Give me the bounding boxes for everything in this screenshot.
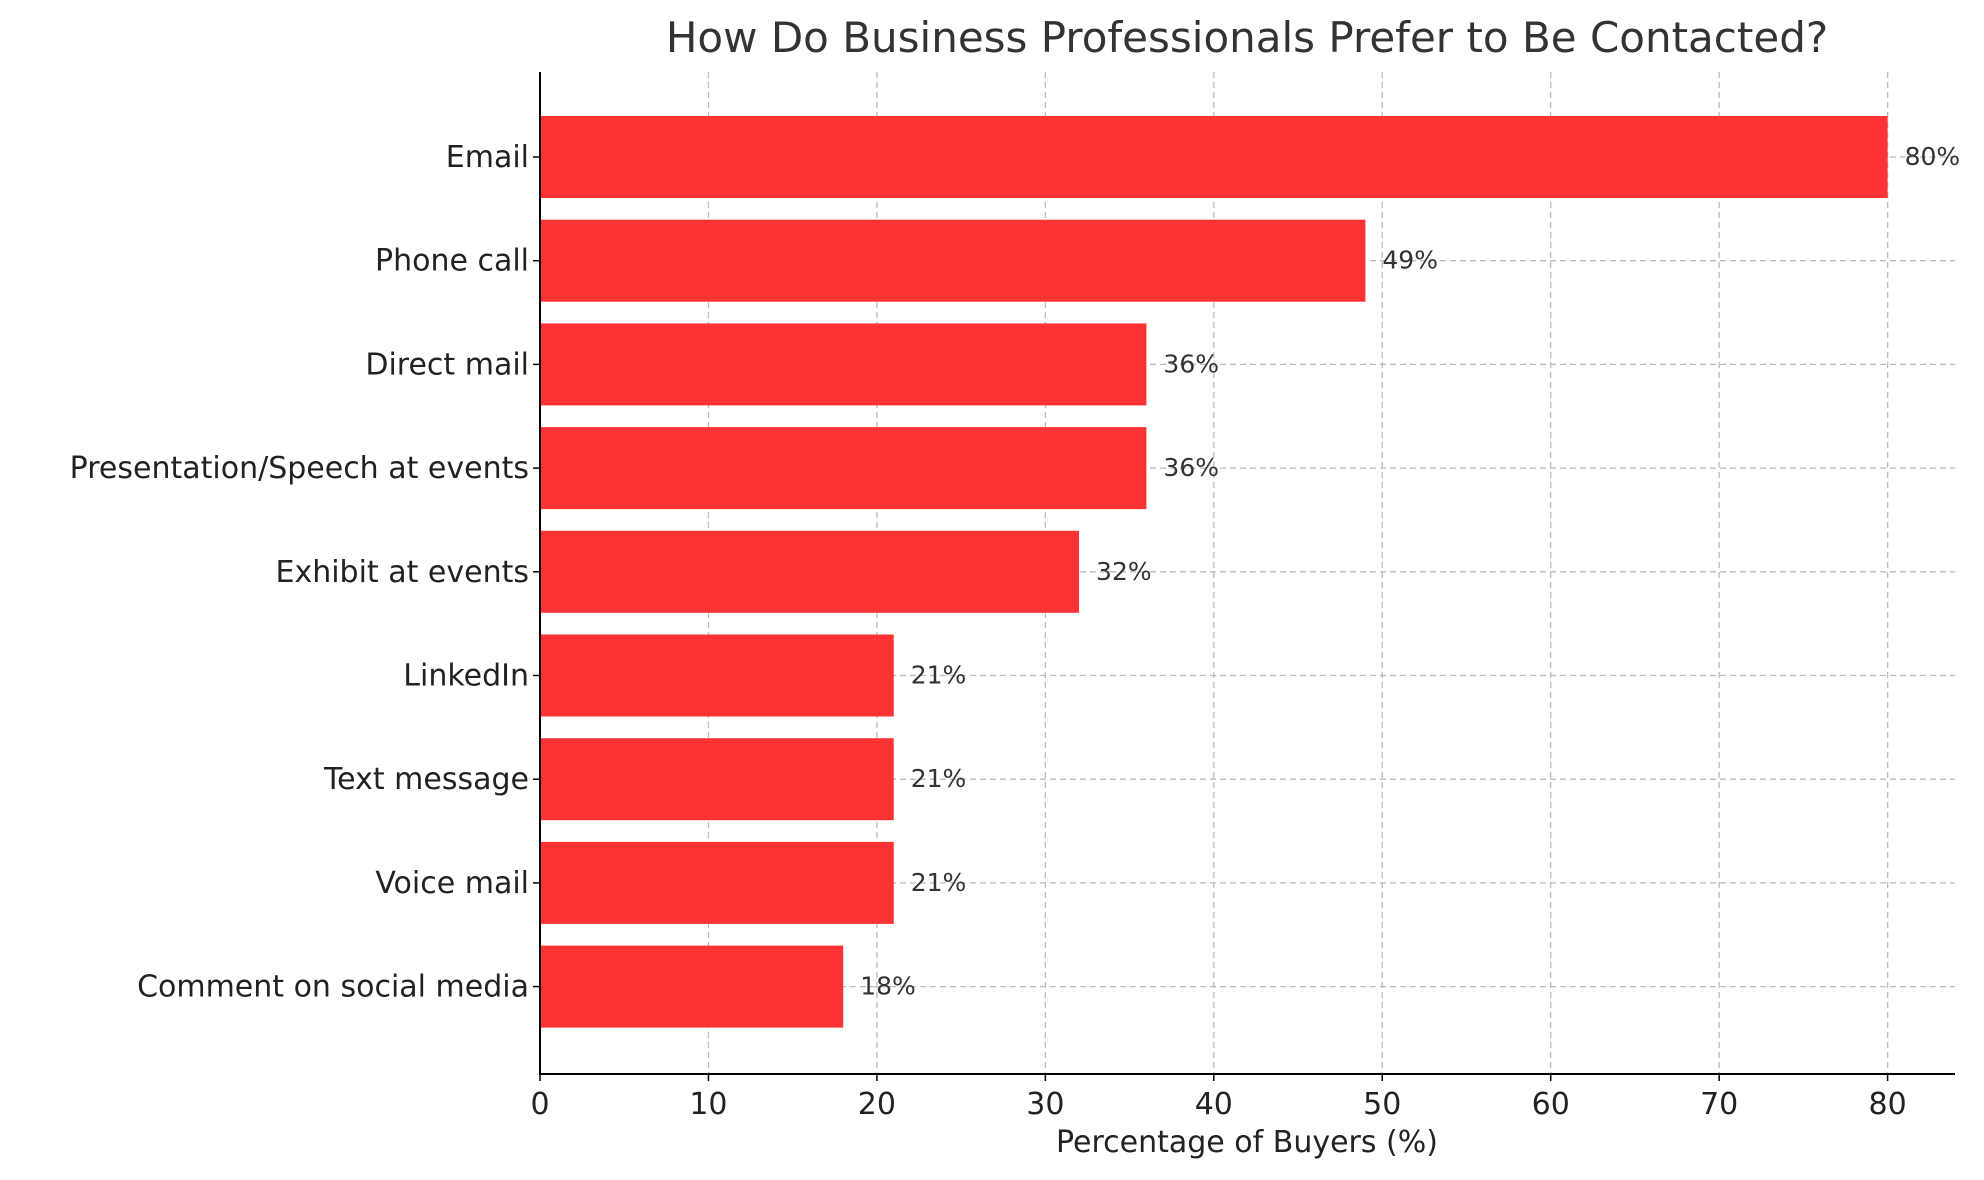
x-tick-label: 60 xyxy=(1532,1087,1570,1122)
data-label: 21% xyxy=(911,868,967,897)
data-label: 21% xyxy=(911,764,967,793)
x-tick-label: 50 xyxy=(1363,1087,1401,1122)
data-label: 80% xyxy=(1905,142,1961,171)
x-tick-label: 10 xyxy=(689,1087,727,1122)
y-tick-label: Email xyxy=(446,140,529,175)
y-tick-label: LinkedIn xyxy=(403,659,529,694)
bar xyxy=(540,323,1147,406)
x-tick-label: 40 xyxy=(1195,1087,1233,1122)
y-tick-label: Voice mail xyxy=(375,866,529,901)
bar xyxy=(540,634,894,717)
data-label: 32% xyxy=(1096,557,1152,586)
bars: 80% 49% 36% 36% 32% 21% 21% 21% 18% xyxy=(540,116,1960,1028)
y-tick-labels: Email Phone call Direct mail Presentation/S… xyxy=(70,140,540,1005)
chart-title: How Do Business Professionals Prefer to … xyxy=(666,13,1828,62)
data-label: 49% xyxy=(1382,246,1438,275)
x-tick-label: 0 xyxy=(530,1087,549,1122)
data-label: 21% xyxy=(911,661,967,690)
y-tick-label: Phone call xyxy=(375,244,529,279)
x-tick-label: 30 xyxy=(1026,1087,1064,1122)
bar xyxy=(540,530,1080,613)
bar xyxy=(540,116,1888,198)
x-tick-label: 80 xyxy=(1869,1087,1907,1122)
bar xyxy=(540,427,1147,510)
bar xyxy=(540,841,894,924)
x-tick-label: 70 xyxy=(1700,1087,1738,1122)
y-tick-label: Direct mail xyxy=(365,347,529,382)
bar xyxy=(540,738,894,821)
y-tick-label: Presentation/Speech at events xyxy=(70,451,529,486)
x-ticks: 0 10 20 30 40 50 60 70 80 xyxy=(530,1074,1907,1122)
bar xyxy=(540,945,844,1028)
y-tick-label: Text message xyxy=(323,762,529,797)
data-label: 36% xyxy=(1163,453,1219,482)
data-label: 36% xyxy=(1163,349,1219,378)
data-label: 18% xyxy=(860,972,916,1001)
y-tick-label: Comment on social media xyxy=(137,970,529,1005)
x-axis-label: Percentage of Buyers (%) xyxy=(1056,1125,1438,1160)
bar xyxy=(540,219,1366,302)
x-tick-label: 20 xyxy=(858,1087,896,1122)
y-tick-label: Exhibit at events xyxy=(276,555,530,590)
